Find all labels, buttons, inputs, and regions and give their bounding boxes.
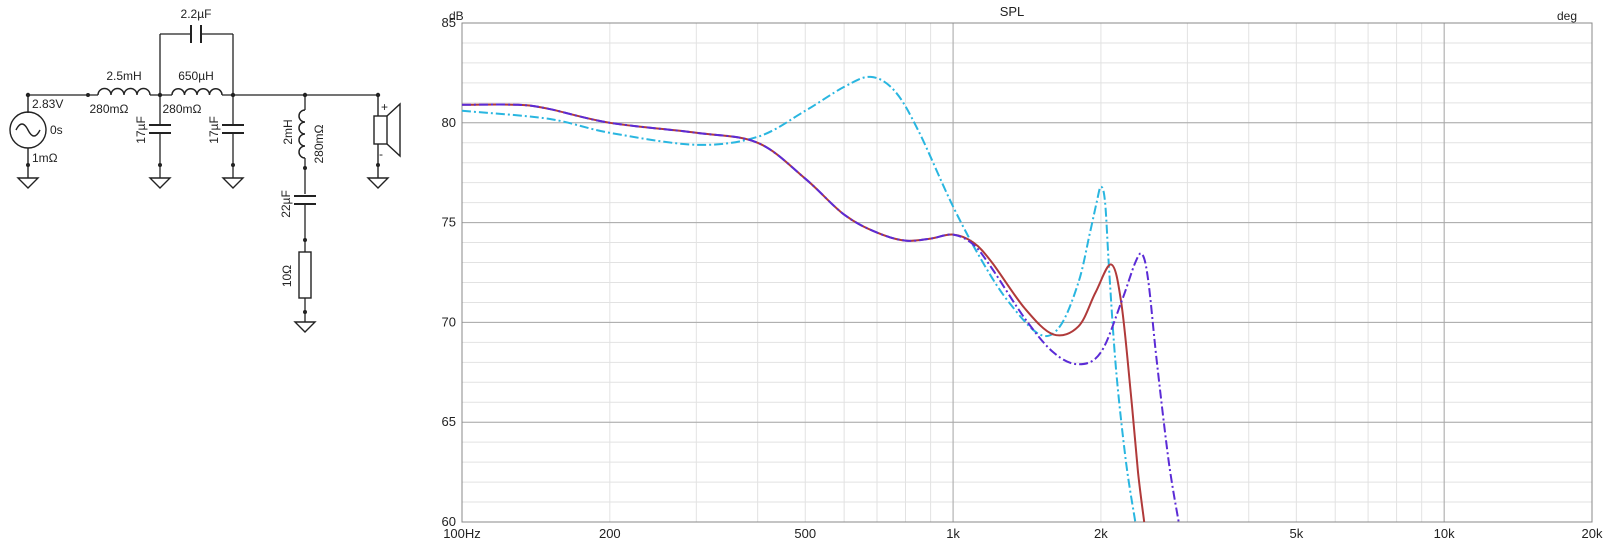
series-line-2 (461, 103, 1146, 523)
series-layer (461, 75, 1180, 523)
source-delay: 0s (50, 123, 63, 137)
plot-frame (461, 22, 1593, 523)
voltage-source (9, 95, 47, 189)
x-tick-label: 1k (946, 526, 960, 541)
series-inductor-1-resistance: 280mΩ (90, 102, 129, 116)
series-inductor-2-value: 650µH (178, 69, 214, 83)
shunt-capacitor-1 (148, 95, 172, 189)
notch-inductor-resistance: 280mΩ (312, 124, 326, 163)
notch-capacitor-label: 22µF (279, 190, 293, 218)
x-tick-label: 500 (794, 526, 816, 541)
speaker-symbol (366, 95, 401, 189)
shunt-capacitor-2-label: 17µF (207, 116, 221, 144)
x-tick-label: 20k (1582, 526, 1603, 541)
notch-inductor (298, 95, 306, 194)
x-tick-label: 200 (599, 526, 621, 541)
y2-axis-label: deg (1557, 9, 1577, 23)
series-line-1 (461, 75, 1137, 523)
shunt-capacitor-2 (221, 95, 245, 189)
source-voltage: 2.83V (32, 97, 63, 111)
notch-inductor-value: 2mH (281, 119, 295, 144)
speaker-plus: + (381, 100, 388, 114)
series-line-3 (461, 103, 1180, 523)
crossover-schematic: 2.2µF 2.5mH 280mΩ 650µH 280mΩ 2.83V 0s 1… (9, 7, 401, 333)
series-inductor-1 (97, 87, 151, 96)
major-gridlines (462, 22, 1592, 523)
shunt-capacitor-1-label: 17µF (134, 116, 148, 144)
chart-title: SPL (1000, 4, 1025, 19)
notch-resistor-label: 10Ω (280, 265, 294, 287)
notch-capacitor (294, 195, 316, 252)
source-resistance: 1mΩ (32, 151, 58, 165)
bridge-capacitor (190, 25, 202, 43)
x-tick-label: 2k (1094, 526, 1108, 541)
series-inductor-2 (171, 88, 223, 96)
y-axis-label: dB (449, 9, 464, 23)
x-tick-label: 100Hz (443, 526, 481, 541)
x-tick-label: 10k (1434, 526, 1455, 541)
x-tick-label: 5k (1289, 526, 1303, 541)
minor-gridlines (461, 22, 1593, 523)
speaker-minus: - (379, 147, 383, 161)
x-tick-labels: 100Hz 200 500 1k 2k 5k 10k 20k (443, 526, 1603, 541)
series-inductor-1-value: 2.5mH (106, 69, 141, 83)
y-tick-label: 70 (442, 314, 456, 329)
y-tick-label: 65 (442, 414, 456, 429)
y-tick-label: 60 (442, 514, 456, 529)
bridge-capacitor-label: 2.2µF (181, 7, 212, 21)
series-inductor-2-resistance: 280mΩ (163, 102, 202, 116)
y-tick-label: 75 (442, 215, 456, 230)
y-tick-label: 85 (442, 15, 456, 30)
y-tick-label: 80 (442, 115, 456, 130)
notch-resistor (293, 251, 317, 333)
y-tick-labels: 60 65 70 75 80 85 (442, 15, 456, 529)
